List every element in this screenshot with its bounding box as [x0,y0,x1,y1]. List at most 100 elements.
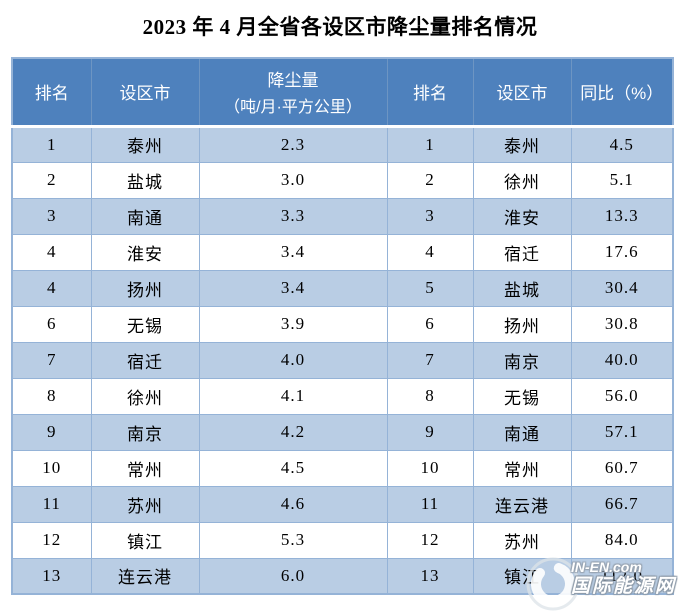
dustfall-cell: 4.0 [198,341,388,379]
yoy-cell: 66.7 [570,485,674,523]
rank-cell-right: 13 [386,557,474,595]
dustfall-cell: 4.5 [198,449,388,487]
yoy-cell: 13.3 [570,197,674,235]
rank-cell-left: 1 [11,125,92,163]
table-row: 6 无锡 3.9 6 扬州 30.8 [11,305,674,343]
dustfall-cell: 3.4 [198,233,388,271]
yoy-cell: 17.6 [570,233,674,271]
rank-cell-left: 13 [11,557,92,595]
col-header-dustfall-line1: 降尘量 [267,71,319,91]
col-header-dustfall: 降尘量 （吨/月·平方公里） [198,58,388,126]
table-body: 1 泰州 2.3 1 泰州 4.5 2 盐城 3.0 2 徐州 5.1 3 南通… [11,125,674,595]
dustfall-cell: 3.0 [198,161,388,199]
city-cell-right: 淮安 [472,197,572,235]
city-cell-right: 徐州 [472,161,572,199]
yoy-cell: 56.0 [570,377,674,415]
yoy-cell: 112.0 [570,557,674,595]
city-cell-left: 苏州 [90,485,200,523]
col-header-rank-left: 排名 [11,58,92,126]
yoy-cell: 4.5 [570,125,674,163]
yoy-cell: 57.1 [570,413,674,451]
city-cell-left: 淮安 [90,233,200,271]
rank-cell-right: 11 [386,485,474,523]
rank-cell-left: 2 [11,161,92,199]
city-cell-left: 无锡 [90,305,200,343]
city-cell-right: 宿迁 [472,233,572,271]
rank-cell-left: 11 [11,485,92,523]
city-cell-left: 南京 [90,413,200,451]
rank-cell-right: 7 [386,341,474,379]
city-cell-left: 宿迁 [90,341,200,379]
city-cell-left: 连云港 [90,557,200,595]
col-header-yoy: 同比（%） [570,58,674,126]
yoy-cell: 30.4 [570,269,674,307]
dustfall-cell: 3.4 [198,269,388,307]
table-row: 7 宿迁 4.0 7 南京 40.0 [11,341,674,379]
yoy-cell: 5.1 [570,161,674,199]
rank-cell-left: 7 [11,341,92,379]
table-row: 9 南京 4.2 9 南通 57.1 [11,413,674,451]
page-title: 2023 年 4 月全省各设区市降尘量排名情况 [142,15,538,39]
city-cell-right: 常州 [472,449,572,487]
yoy-cell: 30.8 [570,305,674,343]
yoy-cell: 60.7 [570,449,674,487]
rank-cell-right: 2 [386,161,474,199]
table-row: 4 扬州 3.4 5 盐城 30.4 [11,269,674,307]
city-cell-left: 泰州 [90,125,200,163]
col-header-dustfall-line2: （吨/月·平方公里） [224,99,362,117]
dustfall-cell: 4.1 [198,377,388,415]
city-cell-right: 无锡 [472,377,572,415]
col-header-city-left: 设区市 [90,58,200,126]
rank-cell-left: 6 [11,305,92,343]
city-cell-right: 南通 [472,413,572,451]
city-cell-right: 扬州 [472,305,572,343]
city-cell-left: 盐城 [90,161,200,199]
rank-cell-right: 9 [386,413,474,451]
table-row: 3 南通 3.3 3 淮安 13.3 [11,197,674,235]
city-cell-right: 苏州 [472,521,572,559]
city-cell-left: 扬州 [90,269,200,307]
city-cell-right: 连云港 [472,485,572,523]
dustfall-cell: 5.3 [198,521,388,559]
city-cell-left: 徐州 [90,377,200,415]
dustfall-cell: 3.3 [198,197,388,235]
table-row: 1 泰州 2.3 1 泰州 4.5 [11,125,674,163]
table-row: 8 徐州 4.1 8 无锡 56.0 [11,377,674,415]
city-cell-right: 泰州 [472,125,572,163]
rank-cell-left: 4 [11,269,92,307]
city-cell-right: 镇江 [472,557,572,595]
table-row: 2 盐城 3.0 2 徐州 5.1 [11,161,674,199]
city-cell-left: 常州 [90,449,200,487]
city-cell-left: 南通 [90,197,200,235]
table-row: 4 淮安 3.4 4 宿迁 17.6 [11,233,674,271]
rank-cell-left: 12 [11,521,92,559]
yoy-cell: 84.0 [570,521,674,559]
rank-cell-left: 10 [11,449,92,487]
dustfall-cell: 3.9 [198,305,388,343]
ranking-table: 排名 设区市 降尘量 （吨/月·平方公里） 排名 设区市 同比（%） 1 泰州 … [11,57,674,595]
city-cell-right: 盐城 [472,269,572,307]
rank-cell-right: 10 [386,449,474,487]
rank-cell-right: 8 [386,377,474,415]
city-cell-left: 镇江 [90,521,200,559]
table-row: 11 苏州 4.6 11 连云港 66.7 [11,485,674,523]
dustfall-cell: 4.2 [198,413,388,451]
rank-cell-left: 9 [11,413,92,451]
rank-cell-right: 6 [386,305,474,343]
rank-cell-right: 5 [386,269,474,307]
col-header-rank-right: 排名 [386,58,474,126]
dustfall-cell: 4.6 [198,485,388,523]
rank-cell-right: 3 [386,197,474,235]
yoy-cell: 40.0 [570,341,674,379]
header-row: 排名 设区市 降尘量 （吨/月·平方公里） 排名 设区市 同比（%） [11,58,674,126]
rank-cell-right: 1 [386,125,474,163]
dustfall-cell: 2.3 [198,125,388,163]
table-row: 12 镇江 5.3 12 苏州 84.0 [11,521,674,559]
table-row: 13 连云港 6.0 13 镇江 112.0 [11,557,674,595]
table-row: 10 常州 4.5 10 常州 60.7 [11,449,674,487]
rank-cell-left: 3 [11,197,92,235]
rank-cell-right: 12 [386,521,474,559]
city-cell-right: 南京 [472,341,572,379]
dustfall-cell: 6.0 [198,557,388,595]
col-header-city-right: 设区市 [472,58,572,126]
